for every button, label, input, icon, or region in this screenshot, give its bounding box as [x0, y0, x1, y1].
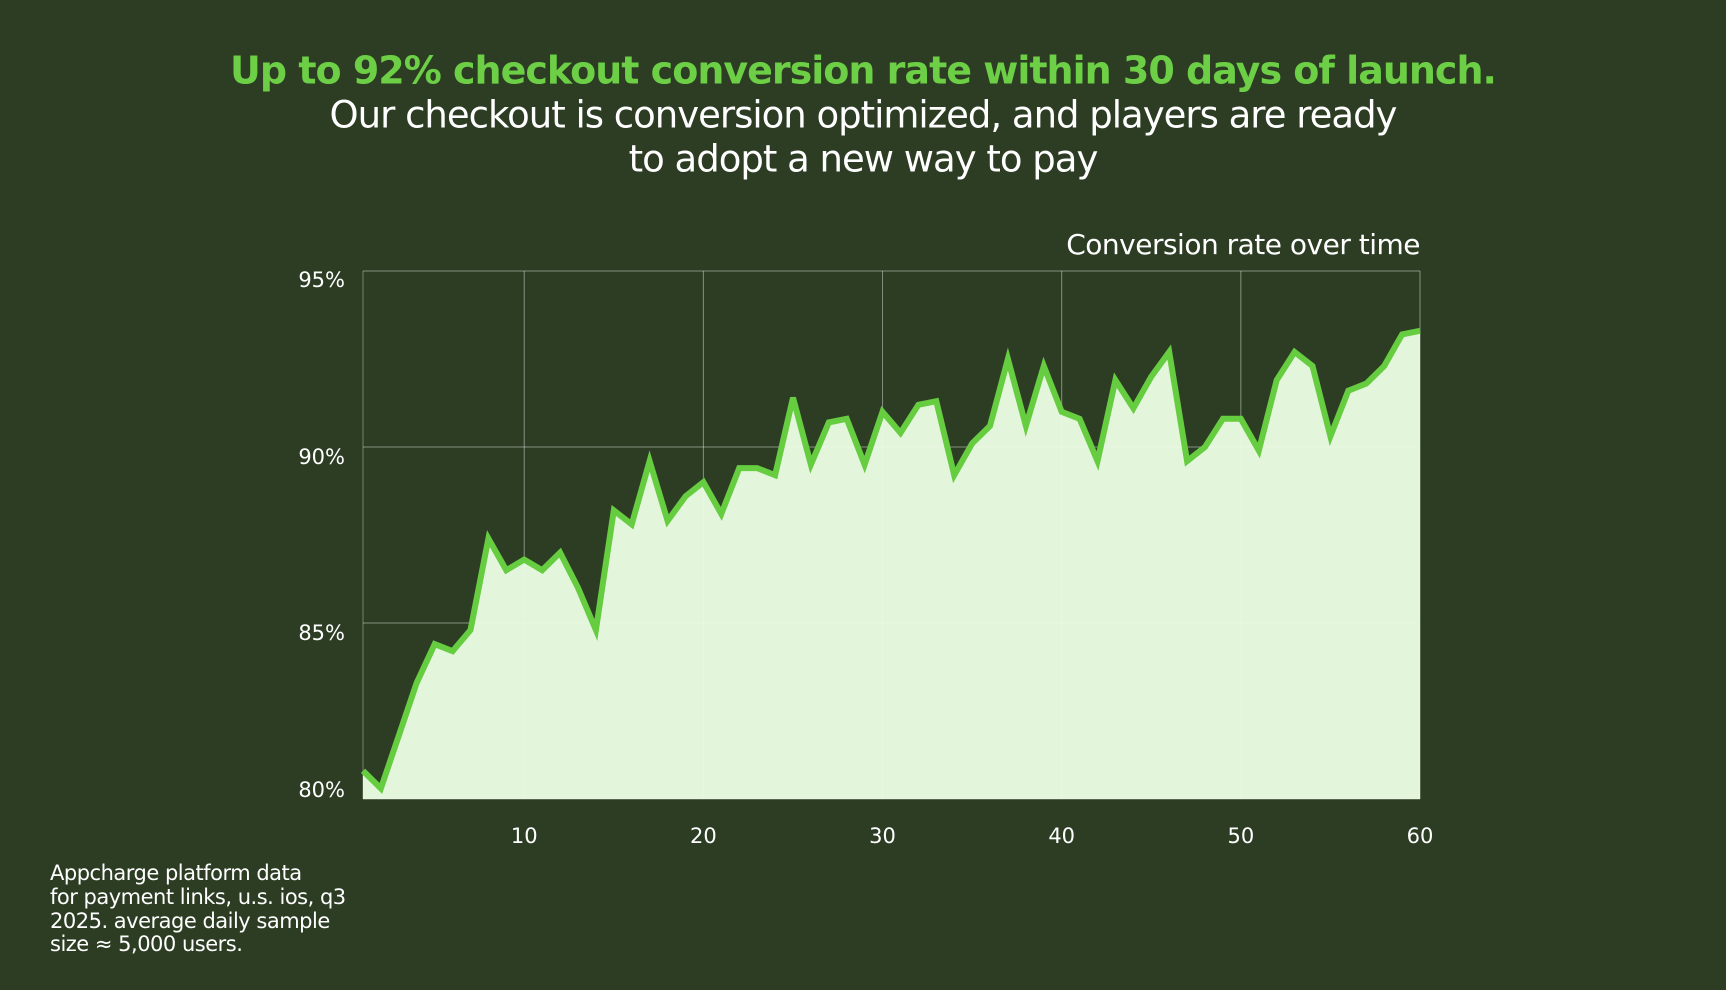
x-tick-label: 40: [1048, 824, 1075, 848]
footnote-line: Appcharge platform data: [50, 861, 302, 885]
y-tick-label: 80%: [298, 778, 345, 802]
footnote-line: 2025. average daily sample: [50, 909, 330, 933]
y-tick-label: 85%: [298, 621, 345, 645]
x-tick-label: 60: [1407, 824, 1434, 848]
footnote-line: for payment links, u.s. ios, q3: [50, 885, 346, 909]
x-tick-label: 20: [690, 824, 717, 848]
x-tick-label: 50: [1227, 824, 1254, 848]
x-tick-label: 30: [869, 824, 896, 848]
subtitle-line: to adopt a new way to pay: [629, 138, 1098, 181]
footnote-line: size ≈ 5,000 users.: [50, 932, 242, 956]
chart-title: Conversion rate over time: [1066, 228, 1420, 261]
y-tick-label: 95%: [298, 268, 345, 292]
x-tick-label: 10: [511, 824, 538, 848]
headline: Up to 92% checkout conversion rate withi…: [230, 49, 1496, 93]
line: [360, 327, 1421, 794]
subtitle-line: Our checkout is conversion optimized, an…: [330, 94, 1397, 137]
y-tick-label: 90%: [298, 445, 345, 469]
area-fill: [363, 330, 1420, 799]
